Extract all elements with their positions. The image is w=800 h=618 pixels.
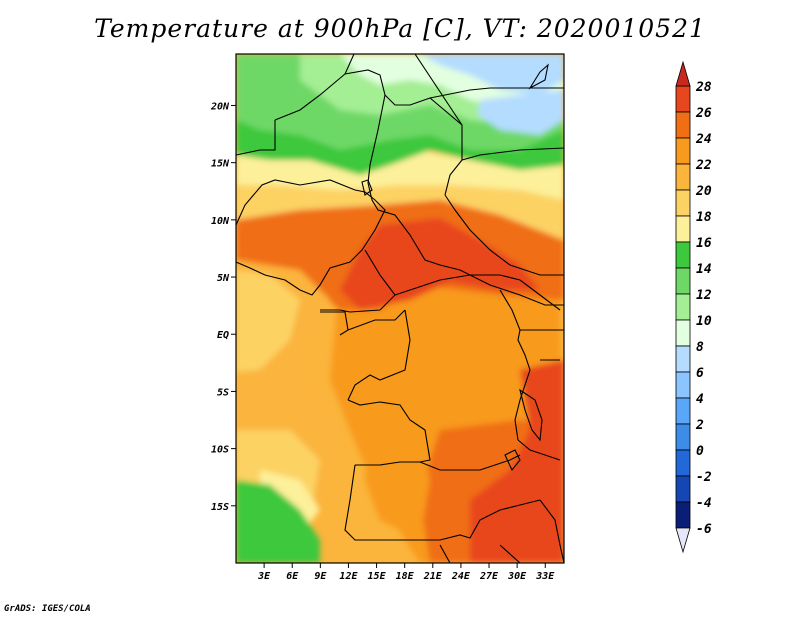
grads-credit: GrADS: IGES/COLA xyxy=(4,604,91,614)
temp-region-c6_8 xyxy=(478,90,564,135)
lon-tick-label: 18E xyxy=(396,571,415,582)
colorbar-swatch-cm4_m2 xyxy=(675,475,691,503)
lat-tick-label: 15N xyxy=(211,159,230,170)
lon-tick-label: 6E xyxy=(286,571,299,582)
latitude-axis: 20N 15N 10N 5N EQ 5S 10S 15S xyxy=(210,101,236,513)
lat-tick-label: 5S xyxy=(217,387,229,398)
colorbar-swatch-cm6_m4 xyxy=(675,501,691,529)
lon-tick-label: 24E xyxy=(451,571,471,582)
colorbar-swatch-c2_4 xyxy=(675,397,691,425)
lon-tick-label: 15E xyxy=(368,571,387,582)
lon-tick-label: 30E xyxy=(507,571,527,582)
colorbar-swatch-cm2_0 xyxy=(675,449,691,477)
colorbar-label: 14 xyxy=(696,262,712,277)
temp-region-c26_28 xyxy=(340,218,540,310)
colorbar-label: 2 xyxy=(695,418,704,433)
temp-region-c6_8 xyxy=(420,54,564,95)
colorbar-label: 10 xyxy=(696,314,712,329)
lat-tick-label: EQ xyxy=(217,330,229,341)
colorbar-label: 4 xyxy=(696,392,704,407)
temp-region-c22_24 xyxy=(365,430,430,540)
lon-tick-label: 27E xyxy=(479,571,499,582)
lat-tick-label: 5N xyxy=(217,273,230,284)
lon-tick-label: 21E xyxy=(423,571,443,582)
lat-tick-label: 20N xyxy=(210,101,230,112)
lat-tick-label: 10S xyxy=(211,445,229,456)
map-title: Temperature at 900hPa [C], VT: 202001052… xyxy=(94,14,706,43)
temp-region-c14_16 xyxy=(236,480,320,563)
colorbar-label: -6 xyxy=(696,522,712,537)
colorbar-label: 18 xyxy=(696,210,712,225)
colorbar-swatch-c16_18 xyxy=(675,215,691,243)
lon-tick-label: 9E xyxy=(314,571,327,582)
lon-tick-label: 33E xyxy=(535,571,555,582)
colorbar-label: 24 xyxy=(695,132,712,147)
temp-region-c26_28 xyxy=(470,360,564,563)
colorbar-swatch-c18_20 xyxy=(675,189,691,217)
colorbar-swatch-c26_28 xyxy=(675,85,691,113)
colorbar-label: 0 xyxy=(696,444,704,459)
colorbar-swatch-c24_26 xyxy=(675,111,691,139)
colorbar-label: -2 xyxy=(696,470,712,485)
colorbar-swatch-c22_24 xyxy=(675,137,691,165)
colorbar-label: -4 xyxy=(696,496,712,511)
colorbar-label: 16 xyxy=(696,236,712,251)
colorbar-swatch-c6_8 xyxy=(675,345,691,373)
lat-tick-label: 15S xyxy=(211,502,229,513)
colorbar-label: 12 xyxy=(696,288,712,303)
colorbar-swatch-c20_22 xyxy=(675,163,691,191)
colorbar-label: 20 xyxy=(695,184,712,199)
colorbar-label: 8 xyxy=(696,340,704,355)
colorbar-label: 28 xyxy=(695,80,712,95)
colorbar-swatch-c14_16 xyxy=(675,241,691,269)
longitude-axis: 3E 6E 9E 12E 15E 18E 21E 24E 27E 30E 33E xyxy=(257,563,555,582)
temperature-field xyxy=(236,54,564,563)
map-frame xyxy=(235,53,565,564)
lat-tick-label: 10N xyxy=(211,216,230,227)
colorbar-label: 6 xyxy=(696,366,704,381)
colorbar-swatch-c0_2 xyxy=(675,423,691,451)
colorbar-swatch-c12_14 xyxy=(675,267,691,295)
colorbar-label: 22 xyxy=(695,158,712,173)
colorbar-below-triangle xyxy=(675,527,691,554)
colorbar-swatch-c10_12 xyxy=(675,293,691,321)
colorbar-label: 26 xyxy=(695,106,712,121)
lon-tick-label: 3E xyxy=(257,571,271,582)
colorbar-swatch-c8_10 xyxy=(675,319,691,347)
temp-region-c18_20 xyxy=(236,270,300,372)
colorbar-above-triangle xyxy=(675,60,691,87)
lon-tick-label: 12E xyxy=(339,571,358,582)
colorbar-swatch-c4_6 xyxy=(675,371,691,399)
country-boundaries xyxy=(236,54,564,563)
